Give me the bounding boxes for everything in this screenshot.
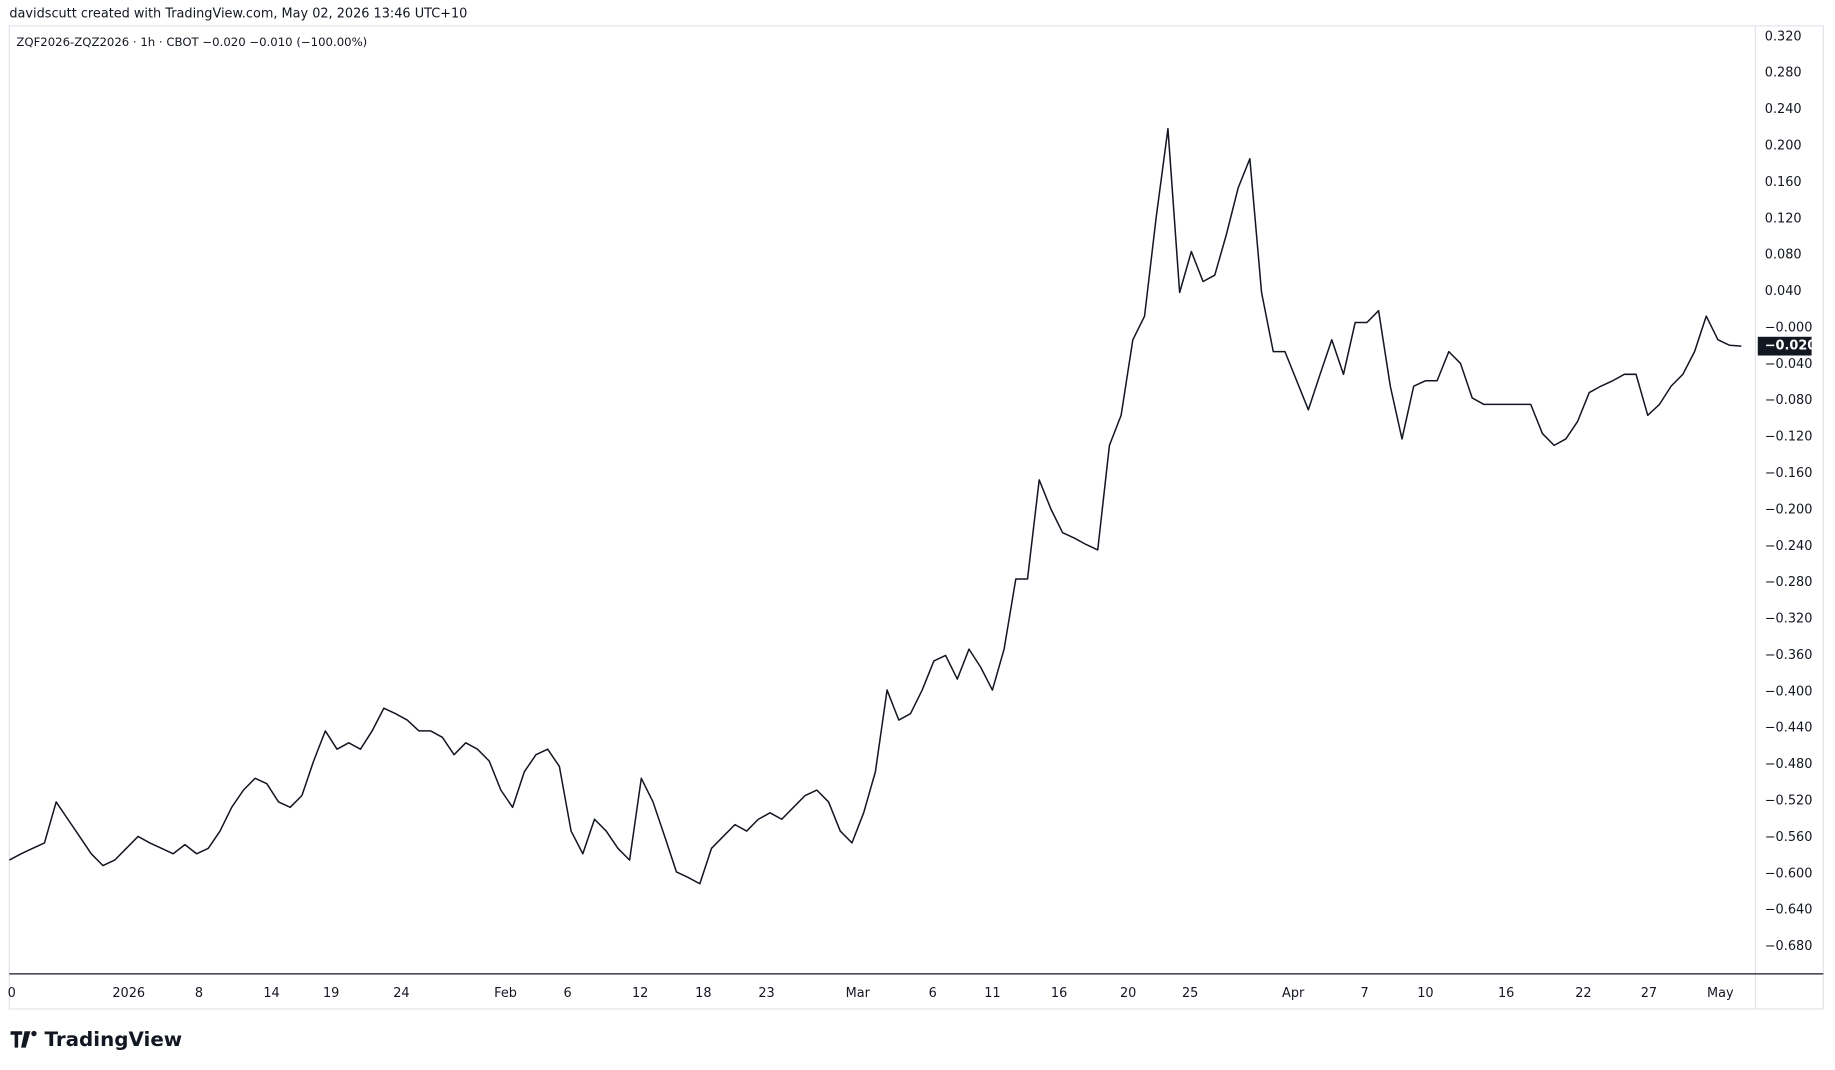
legend-text: ZQF2026-ZQZ2026 · 1h · CBOT −0.020 −0.01…	[16, 35, 367, 49]
x-tick-label: 24	[393, 986, 409, 1001]
y-tick-label: −0.680	[1765, 939, 1813, 954]
x-tick-label: 11	[984, 986, 1000, 1001]
x-tick-label: 10	[1417, 986, 1433, 1001]
y-tick-label: −0.080	[1765, 393, 1813, 408]
x-tick-label: Apr	[1282, 986, 1305, 1001]
x-tick-label: Mar	[846, 986, 871, 1001]
y-tick-label: 0.160	[1765, 175, 1802, 190]
y-tick-label: −0.120	[1765, 430, 1813, 445]
x-tick-label: 8	[195, 986, 203, 1001]
x-tick-label: May	[1707, 986, 1734, 1001]
y-tick-label: −0.160	[1765, 466, 1813, 481]
price-line	[9, 127, 1742, 885]
x-tick-label: 14	[263, 986, 279, 1001]
logo-dot	[31, 1030, 37, 1037]
last-value-label: −0.020	[1765, 339, 1817, 354]
x-tick-label: 7	[1360, 986, 1368, 1001]
x-tick-label: 16	[1051, 986, 1067, 1001]
y-tick-label: −0.280	[1765, 575, 1813, 590]
logo-text: TradingView	[44, 1028, 182, 1051]
x-tick-label: 23	[758, 986, 774, 1001]
y-tick-label: −0.040	[1765, 357, 1813, 372]
credit: davidscutt created with TradingView.com,…	[9, 7, 467, 22]
x-tick-label: 19	[323, 986, 339, 1001]
y-tick-label: −0.480	[1765, 757, 1813, 772]
logo-icon	[10, 1031, 31, 1048]
y-tick-label: −0.640	[1765, 903, 1813, 918]
y-tick-label: 0.040	[1765, 284, 1802, 299]
logo: TradingView	[10, 1028, 182, 1051]
x-tick-label: 16	[1498, 986, 1514, 1001]
y-tick-label: −0.520	[1765, 794, 1813, 809]
x-tick-label: 18	[695, 986, 711, 1001]
x-tick-label: 6	[563, 986, 571, 1001]
y-tick-label: −0.200	[1765, 502, 1813, 517]
x-tick-label: Feb	[494, 986, 517, 1001]
x-tick-label: 12	[632, 986, 648, 1001]
y-tick-label: −0.320	[1765, 612, 1813, 627]
x-tick-label: 0	[8, 986, 16, 1001]
y-tick-label: 0.120	[1765, 211, 1802, 226]
frame	[8, 25, 1824, 1010]
y-tick-label: −0.440	[1765, 721, 1813, 736]
y-tick-label: −0.000	[1765, 320, 1813, 335]
y-tick-label: −0.560	[1765, 830, 1813, 845]
y-tick-label: 0.080	[1765, 248, 1802, 263]
last-value-box	[1757, 336, 1812, 356]
x-tick-label: 6	[929, 986, 937, 1001]
y-tick-label: 0.320	[1765, 29, 1802, 44]
x-tick-label: 2026	[112, 986, 145, 1001]
y-tick-label: 0.240	[1765, 102, 1802, 117]
y-tick-label: −0.400	[1765, 684, 1813, 699]
x-tick-label: 22	[1575, 986, 1591, 1001]
y-tick-label: −0.240	[1765, 539, 1813, 554]
x-tick-label: 27	[1641, 986, 1657, 1001]
y-tick-label: −0.600	[1765, 866, 1813, 881]
x-tick-label: 20	[1120, 986, 1136, 1001]
y-tick-label: 0.280	[1765, 66, 1802, 81]
y-tick-label: −0.360	[1765, 648, 1813, 663]
x-tick-label: 25	[1182, 986, 1198, 1001]
y-tick-label: 0.200	[1765, 139, 1802, 154]
